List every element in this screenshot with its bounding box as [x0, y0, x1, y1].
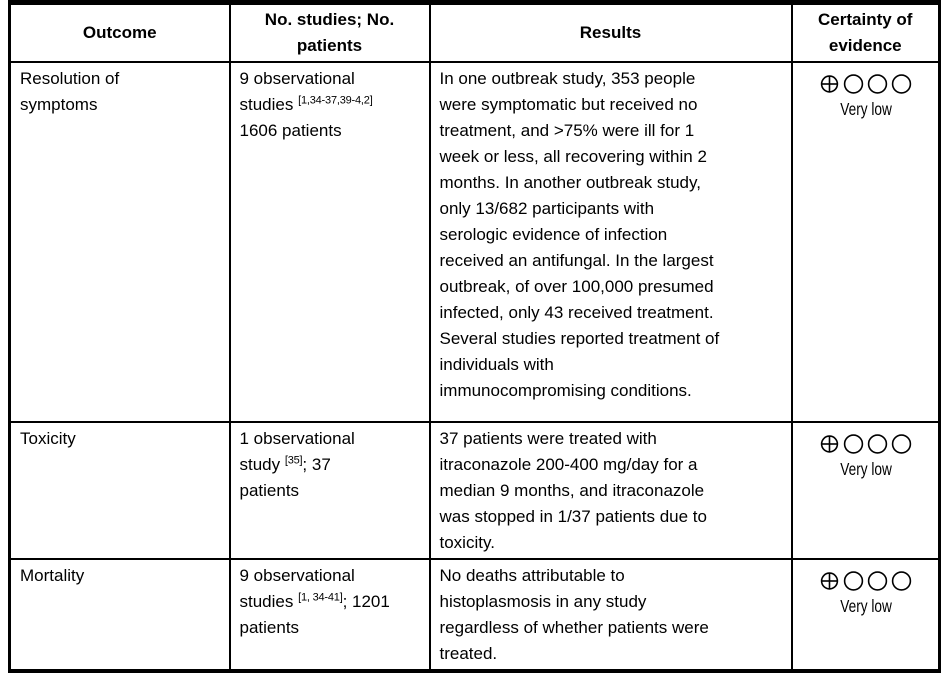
- results-text: No deaths attributable to histoplasmosis…: [439, 566, 709, 663]
- studies-text: ; 1201: [342, 592, 390, 611]
- studies-line: study [35]; 37: [240, 452, 421, 478]
- citation-reference: [1,34-37,39-4,2]: [298, 94, 373, 107]
- studies-line: 9 observational: [239, 566, 355, 585]
- evidence-summary-table: Outcome No. studies; No. patients Result…: [8, 0, 941, 673]
- header-studies: No. studies; No. patients: [228, 1, 431, 63]
- citation-reference: [35]: [284, 454, 303, 467]
- studies-line: 1606 patients: [239, 121, 342, 140]
- outcome-cell: Toxicity: [8, 421, 231, 560]
- studies-text: studies: [239, 95, 299, 114]
- citation-reference: [1, 34-41]: [298, 591, 343, 604]
- studies-line: 1 observational: [239, 429, 355, 448]
- studies-text: study: [239, 455, 285, 474]
- studies-line: studies [1, 34-41]; 1201: [240, 589, 421, 615]
- studies-line: studies [1,34-37,39-4,2]: [240, 92, 421, 118]
- results-text: In one outbreak study, 353 people were s…: [439, 69, 720, 400]
- grade-certainty-circles-icon: [802, 72, 931, 97]
- table-row: Mortality 9 observational studies [1, 34…: [8, 558, 941, 672]
- header-outcome: Outcome: [8, 1, 231, 63]
- studies-cell: 9 observational studies [1, 34-41]; 1201…: [228, 558, 431, 672]
- studies-line: patients: [239, 618, 300, 637]
- studies-line: 9 observational: [239, 69, 355, 88]
- outcome-cell: Mortality: [8, 558, 231, 672]
- outcome-text: Toxicity: [20, 429, 76, 448]
- certainty-cell: Very low: [790, 61, 941, 423]
- certainty-cell: Very low: [790, 558, 941, 672]
- header-results: Results: [428, 1, 793, 63]
- certainty-label: Very low: [839, 596, 892, 616]
- table-header-row: Outcome No. studies; No. patients Result…: [8, 1, 941, 63]
- studies-cell: 9 observational studies [1,34-37,39-4,2]…: [228, 61, 431, 423]
- table-row: Toxicity 1 observational study [35]; 37 …: [8, 421, 941, 560]
- outcome-text: Resolution of symptoms: [20, 69, 120, 114]
- results-cell: In one outbreak study, 353 people were s…: [428, 61, 793, 423]
- certainty-label: Very low: [839, 459, 892, 479]
- studies-line: patients: [239, 481, 300, 500]
- outcome-cell: Resolution of symptoms: [8, 61, 231, 423]
- studies-cell: 1 observational study [35]; 37 patients: [228, 421, 431, 560]
- results-text: 37 patients were treated with itraconazo…: [439, 429, 707, 552]
- results-cell: 37 patients were treated with itraconazo…: [428, 421, 793, 560]
- studies-text: studies: [239, 592, 299, 611]
- grade-certainty-circles-icon: [802, 569, 931, 594]
- table-row: Resolution of symptoms 9 observational s…: [8, 61, 941, 423]
- outcome-text: Mortality: [20, 566, 85, 585]
- header-certainty: Certainty of evidence: [790, 1, 941, 63]
- studies-text: ; 37: [302, 455, 331, 474]
- certainty-cell: Very low: [790, 421, 941, 560]
- grade-certainty-circles-icon: [802, 432, 931, 457]
- certainty-label: Very low: [839, 99, 892, 119]
- results-cell: No deaths attributable to histoplasmosis…: [428, 558, 793, 672]
